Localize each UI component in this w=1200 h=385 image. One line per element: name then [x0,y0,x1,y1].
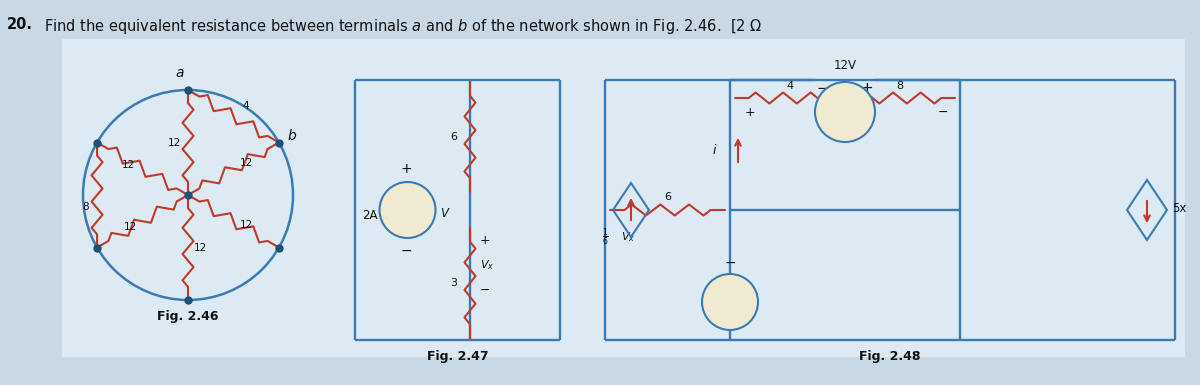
Text: 8: 8 [896,81,904,91]
Bar [62,39,322,357]
Circle shape [815,82,875,142]
Text: −: − [724,256,736,270]
Text: 12V: 12V [834,59,857,72]
Text: 4: 4 [242,101,248,111]
Text: 12: 12 [240,220,253,230]
Text: 12: 12 [240,158,253,168]
Text: 20.: 20. [7,17,34,32]
Text: $i$: $i$ [712,143,718,157]
Text: $V_x$: $V_x$ [828,108,842,122]
Text: Fig. 2.46: Fig. 2.46 [157,310,218,323]
Text: Fig. 2.48: Fig. 2.48 [859,350,920,363]
Text: +: + [480,233,491,246]
Text: 8: 8 [82,202,89,212]
Text: 2A: 2A [362,209,378,221]
Text: Fig. 2.47: Fig. 2.47 [427,350,488,363]
Text: 6: 6 [450,132,457,142]
Circle shape [379,182,436,238]
Text: $b$: $b$ [287,127,298,142]
Text: +: + [860,80,874,95]
Text: $a$: $a$ [175,66,185,80]
Text: 12: 12 [124,222,137,232]
Text: 12: 12 [193,243,206,253]
Text: $\frac{1}{6}$: $\frac{1}{6}$ [601,226,608,248]
Bar [314,39,1186,357]
Text: −: − [817,80,829,95]
Text: 12: 12 [122,160,136,170]
Text: −: − [938,106,948,119]
Circle shape [702,274,758,330]
Text: Find the equivalent resistance between terminals $a$ and $b$ of the network show: Find the equivalent resistance between t… [44,17,762,36]
Text: 3: 3 [450,278,457,288]
Text: $V_x$: $V_x$ [622,230,635,244]
Text: 6: 6 [664,192,671,202]
Text: 12: 12 [167,137,181,147]
Text: $V$: $V$ [439,206,450,219]
Text: +: + [401,162,413,176]
Text: +: + [745,106,756,119]
Text: +: + [724,319,736,333]
Text: 4: 4 [786,81,793,91]
Text: 2V: 2V [726,295,740,305]
Text: 5x: 5x [1172,201,1187,214]
Text: $V_x$: $V_x$ [480,258,494,272]
Text: −: − [401,244,413,258]
Text: −: − [480,283,491,296]
